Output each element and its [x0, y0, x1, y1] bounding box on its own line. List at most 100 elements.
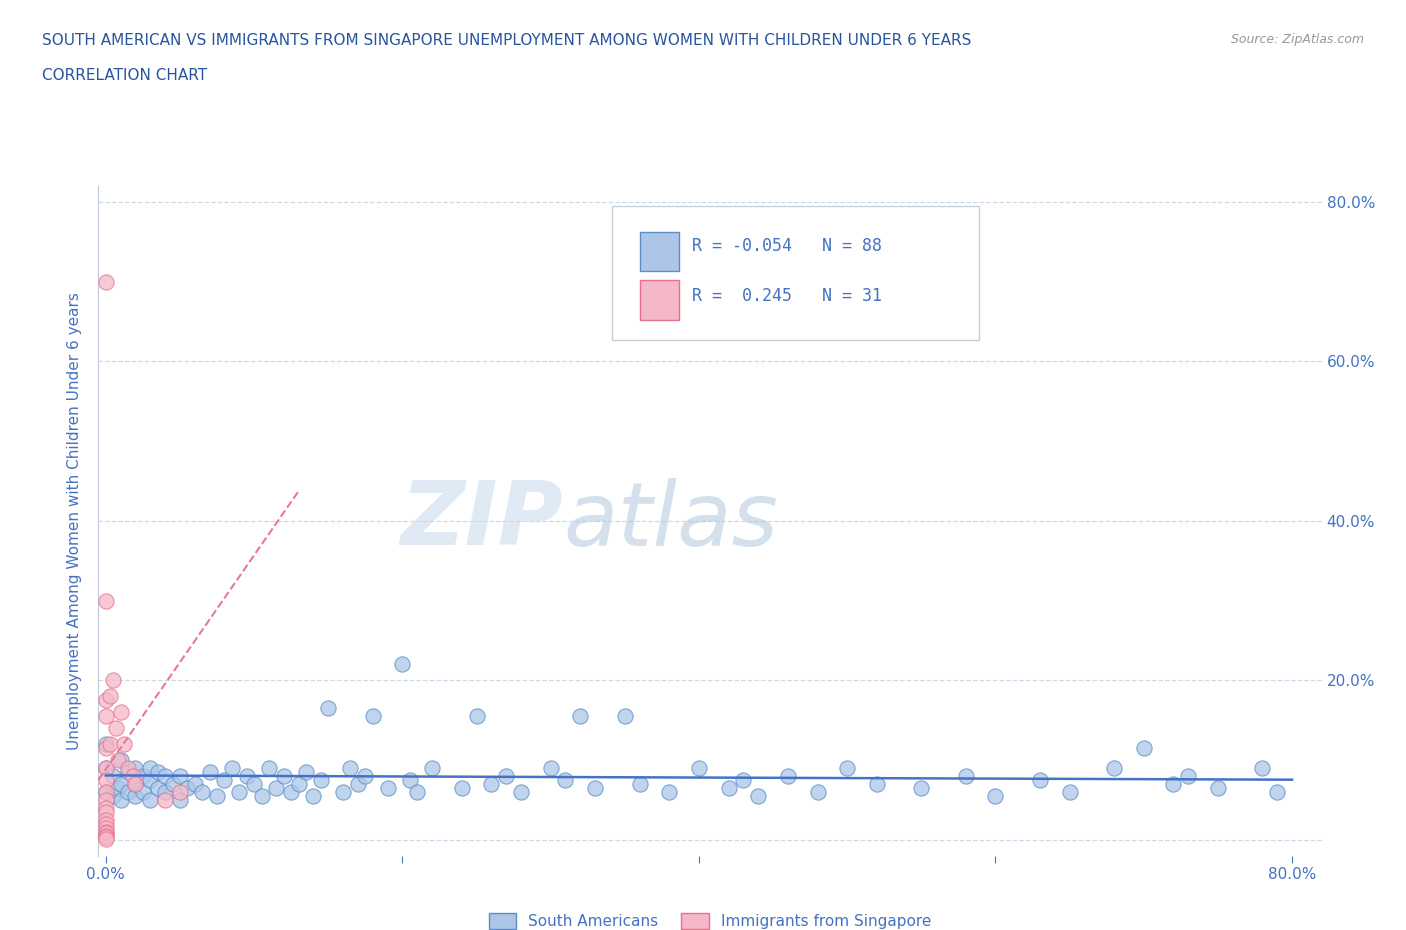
Point [354, 768, 377, 783]
Point [747, 789, 769, 804]
Point [309, 773, 332, 788]
Point [124, 777, 146, 791]
Point [628, 777, 651, 791]
Point [94, 817, 117, 831]
Point [94, 801, 117, 816]
Point [1177, 768, 1199, 783]
Point [406, 784, 429, 799]
Point [332, 784, 354, 799]
Point [105, 721, 128, 736]
Point [153, 784, 176, 799]
Point [806, 784, 828, 799]
Point [1132, 740, 1154, 755]
Point [733, 773, 755, 788]
Point [717, 780, 740, 795]
Point [295, 764, 318, 779]
Point [910, 780, 932, 795]
Point [103, 768, 125, 783]
Point [273, 768, 295, 783]
Point [121, 768, 143, 783]
Point [94, 593, 117, 608]
Point [139, 773, 162, 788]
Point [479, 777, 502, 791]
Point [94, 784, 117, 799]
Point [339, 761, 361, 776]
Point [1265, 784, 1288, 799]
Point [228, 784, 250, 799]
FancyBboxPatch shape [640, 232, 679, 271]
Point [139, 761, 162, 776]
Point [837, 761, 859, 776]
Point [110, 705, 132, 720]
Point [110, 792, 132, 807]
Point [554, 773, 576, 788]
Point [391, 657, 413, 671]
Point [94, 784, 117, 799]
Point [569, 709, 592, 724]
Point [94, 792, 117, 807]
Point [266, 780, 288, 795]
Y-axis label: Unemployment Among Women with Children Under 6 years: Unemployment Among Women with Children U… [67, 292, 83, 750]
Point [153, 792, 176, 807]
Point [117, 761, 139, 776]
Text: R = -0.054   N = 88: R = -0.054 N = 88 [692, 237, 882, 255]
Point [94, 826, 117, 841]
Point [235, 768, 257, 783]
Point [132, 784, 155, 799]
Point [198, 764, 221, 779]
Point [103, 672, 125, 687]
Point [139, 792, 162, 807]
Point [112, 737, 135, 751]
Text: Source: ZipAtlas.com: Source: ZipAtlas.com [1230, 33, 1364, 46]
Point [1059, 784, 1081, 799]
Point [169, 784, 191, 799]
Point [1251, 761, 1274, 776]
Point [221, 761, 243, 776]
Point [776, 768, 799, 783]
Point [107, 752, 129, 767]
Point [98, 689, 121, 704]
Point [287, 777, 309, 791]
Point [107, 780, 129, 795]
Point [361, 709, 384, 724]
Text: CORRELATION CHART: CORRELATION CHART [42, 68, 207, 83]
Point [176, 780, 198, 795]
Point [191, 784, 214, 799]
Point [540, 761, 562, 776]
Point [146, 764, 169, 779]
Point [132, 768, 155, 783]
Point [250, 789, 273, 804]
Point [583, 780, 606, 795]
Point [205, 789, 228, 804]
Point [94, 274, 117, 289]
Point [117, 764, 139, 779]
Point [94, 812, 117, 827]
Point [94, 740, 117, 755]
Point [1029, 773, 1052, 788]
Point [94, 737, 117, 751]
Point [613, 709, 636, 724]
Point [465, 709, 488, 724]
Point [377, 780, 399, 795]
Point [146, 780, 169, 795]
Point [257, 761, 280, 776]
Point [94, 761, 117, 776]
Point [866, 777, 889, 791]
Point [398, 773, 420, 788]
Point [94, 820, 117, 835]
FancyBboxPatch shape [640, 281, 679, 320]
Point [110, 752, 132, 767]
Point [184, 777, 207, 791]
Point [94, 804, 117, 819]
Point [450, 780, 472, 795]
Point [117, 784, 139, 799]
Point [169, 792, 191, 807]
Point [98, 737, 121, 751]
Point [94, 693, 117, 708]
Point [94, 761, 117, 776]
Point [124, 761, 146, 776]
Text: SOUTH AMERICAN VS IMMIGRANTS FROM SINGAPORE UNEMPLOYMENT AMONG WOMEN WITH CHILDR: SOUTH AMERICAN VS IMMIGRANTS FROM SINGAP… [42, 33, 972, 47]
Point [153, 768, 176, 783]
Point [94, 773, 117, 788]
Point [1206, 780, 1229, 795]
